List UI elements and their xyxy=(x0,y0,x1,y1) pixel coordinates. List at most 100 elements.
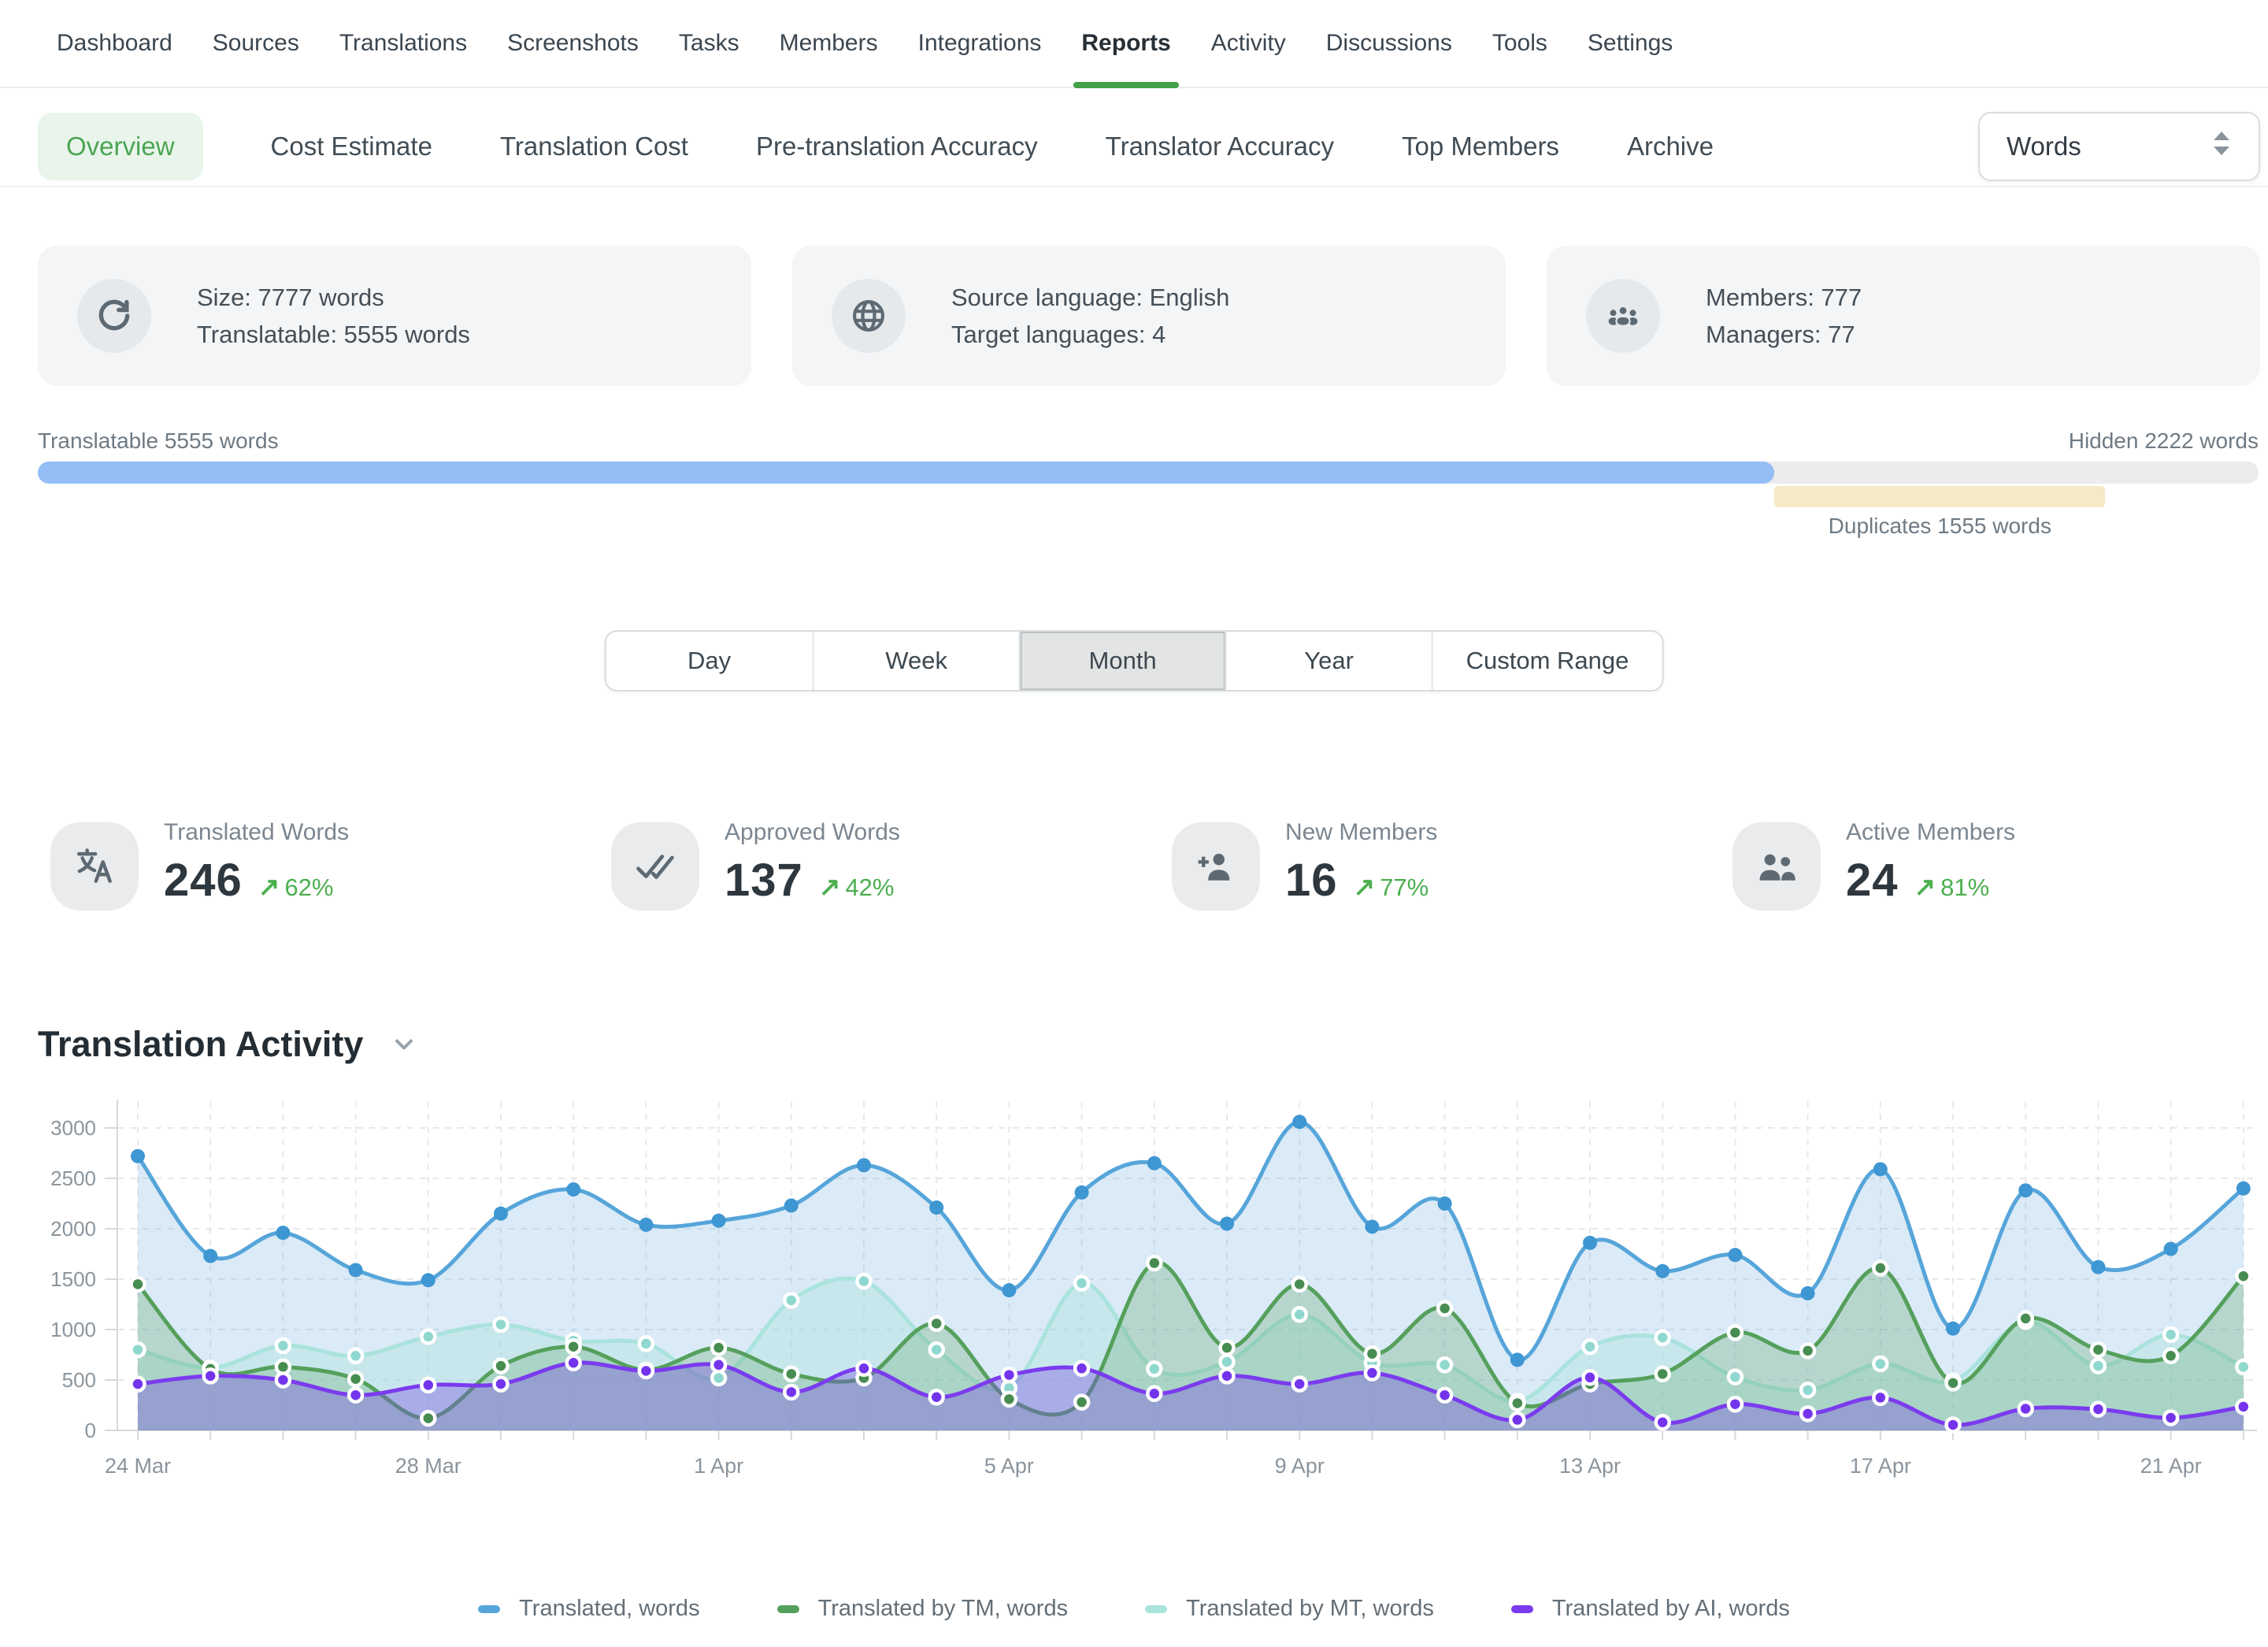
duplicates-bar-segment xyxy=(1774,486,2105,507)
team-icon xyxy=(1586,279,1660,353)
chart-point xyxy=(1221,1355,1234,1368)
chart-point xyxy=(784,1385,798,1399)
users-icon xyxy=(1732,822,1821,911)
chart-point xyxy=(421,1273,435,1287)
chart-point xyxy=(1293,1278,1306,1291)
nav-item-discussions[interactable]: Discussions xyxy=(1325,27,1454,60)
chart-point xyxy=(712,1214,726,1228)
chevron-down-icon[interactable] xyxy=(390,1030,418,1059)
legend-marker xyxy=(1511,1605,1533,1613)
report-tab-cost-estimate[interactable]: Cost Estimate xyxy=(271,132,432,161)
chart-point xyxy=(1147,1256,1161,1270)
chart-point xyxy=(1438,1389,1451,1402)
divider xyxy=(0,186,2268,187)
y-axis-tick-label: 1000 xyxy=(50,1318,96,1341)
chart-point xyxy=(1510,1397,1524,1410)
chart-point xyxy=(1729,1326,1742,1339)
chart-point xyxy=(639,1364,653,1378)
words-breakdown-bar: Duplicates 1555 words xyxy=(38,462,2259,548)
nav-item-sources[interactable]: Sources xyxy=(211,27,301,60)
unit-select[interactable]: Words xyxy=(1978,112,2260,181)
x-axis-tick-label: 17 Apr xyxy=(1850,1454,1911,1478)
nav-item-translations[interactable]: Translations xyxy=(338,27,469,60)
info-card-text: Size: 7777 wordsTranslatable: 5555 words xyxy=(197,279,470,353)
info-card-line: Translatable: 5555 words xyxy=(197,316,470,353)
x-axis-tick-label: 1 Apr xyxy=(694,1454,743,1478)
stat-value-row: 137↗42% xyxy=(724,854,900,907)
chart-point xyxy=(2092,1403,2105,1416)
chart-point xyxy=(858,1274,871,1288)
stat-card-approved-words: Approved Words 137↗42% xyxy=(611,819,1172,911)
chart-point xyxy=(639,1218,653,1232)
translatable-label: Translatable 5555 words xyxy=(38,428,279,454)
chart-point xyxy=(1147,1387,1161,1400)
nav-item-screenshots[interactable]: Screenshots xyxy=(506,27,640,60)
info-card-line: Target languages: 4 xyxy=(951,316,1229,353)
nav-item-tasks[interactable]: Tasks xyxy=(677,27,741,60)
chart-point xyxy=(2236,1360,2250,1374)
legend-item-translated-by-mt-words[interactable]: Translated by MT, words xyxy=(1145,1596,1434,1622)
chart-point xyxy=(929,1200,943,1215)
chart-point xyxy=(2092,1360,2105,1373)
report-tab-translation-cost[interactable]: Translation Cost xyxy=(500,132,688,161)
growth-percent: 81% xyxy=(1940,874,1989,902)
range-tab-month[interactable]: Month xyxy=(1019,632,1225,690)
range-tab-year[interactable]: Year xyxy=(1225,632,1432,690)
x-axis-tick-label: 9 Apr xyxy=(1275,1454,1325,1478)
stat-value: 137 xyxy=(724,854,803,907)
report-tab-pre-translation-accuracy[interactable]: Pre-translation Accuracy xyxy=(756,132,1038,161)
growth-arrow-icon: ↗ xyxy=(258,871,280,902)
legend-label: Translated by AI, words xyxy=(1552,1596,1790,1622)
range-tab-week[interactable]: Week xyxy=(813,632,1019,690)
chart-point xyxy=(276,1226,290,1240)
chart-point xyxy=(1946,1322,1960,1336)
chart-point xyxy=(276,1339,290,1352)
chart-point xyxy=(132,1378,145,1391)
chart-point xyxy=(566,1182,580,1196)
report-tab-overview[interactable]: Overview xyxy=(38,113,203,180)
report-tab-top-members[interactable]: Top Members xyxy=(1402,132,1559,161)
chart-legend: Translated, words Translated by TM, words… xyxy=(0,1596,2268,1622)
double-check-icon xyxy=(611,822,699,911)
stat-label: Approved Words xyxy=(724,819,900,846)
y-axis-tick-label: 0 xyxy=(85,1419,96,1442)
legend-item-translated-by-ai-words[interactable]: Translated by AI, words xyxy=(1511,1596,1790,1622)
chart-point xyxy=(1221,1341,1234,1355)
chart-point xyxy=(2018,1183,2033,1197)
chart-point xyxy=(1438,1302,1451,1315)
sort-arrows-icon xyxy=(2211,130,2232,163)
legend-item-translated-words[interactable]: Translated, words xyxy=(478,1596,699,1622)
report-tab-archive[interactable]: Archive xyxy=(1627,132,1714,161)
chart-point xyxy=(1366,1347,1379,1360)
chart-point xyxy=(1729,1371,1742,1384)
nav-item-tools[interactable]: Tools xyxy=(1491,27,1549,60)
chart-point xyxy=(1365,1219,1379,1233)
chart-point xyxy=(1584,1371,1597,1384)
chart-point xyxy=(495,1378,508,1391)
nav-item-activity[interactable]: Activity xyxy=(1210,27,1288,60)
chart-point xyxy=(1583,1236,1597,1250)
legend-label: Translated, words xyxy=(519,1596,699,1622)
nav-item-settings[interactable]: Settings xyxy=(1586,27,1674,60)
chart-point xyxy=(1801,1286,1815,1300)
stat-card-active-members: Active Members24↗81% xyxy=(1732,819,2268,911)
nav-item-dashboard[interactable]: Dashboard xyxy=(55,27,174,60)
x-axis-tick-label: 24 Mar xyxy=(105,1454,171,1478)
chart-point xyxy=(857,1158,871,1172)
x-axis-tick-label: 5 Apr xyxy=(984,1454,1034,1478)
y-axis-tick-label: 2000 xyxy=(50,1217,96,1241)
nav-item-integrations[interactable]: Integrations xyxy=(917,27,1043,60)
unit-select-value: Words xyxy=(2007,132,2081,161)
chart-series-group xyxy=(138,1122,2244,1430)
nav-item-reports[interactable]: Reports xyxy=(1080,27,1172,60)
chart-point xyxy=(1366,1367,1379,1380)
range-tab-custom-range[interactable]: Custom Range xyxy=(1432,632,1662,690)
range-tab-day[interactable]: Day xyxy=(606,632,813,690)
chart-point xyxy=(639,1337,653,1350)
nav-item-members[interactable]: Members xyxy=(778,27,880,60)
legend-item-translated-by-tm-words[interactable]: Translated by TM, words xyxy=(777,1596,1069,1622)
chart-point xyxy=(1873,1261,1887,1274)
chart-point xyxy=(1147,1362,1161,1375)
report-tab-translator-accuracy[interactable]: Translator Accuracy xyxy=(1106,132,1334,161)
sync-icon xyxy=(77,279,151,353)
